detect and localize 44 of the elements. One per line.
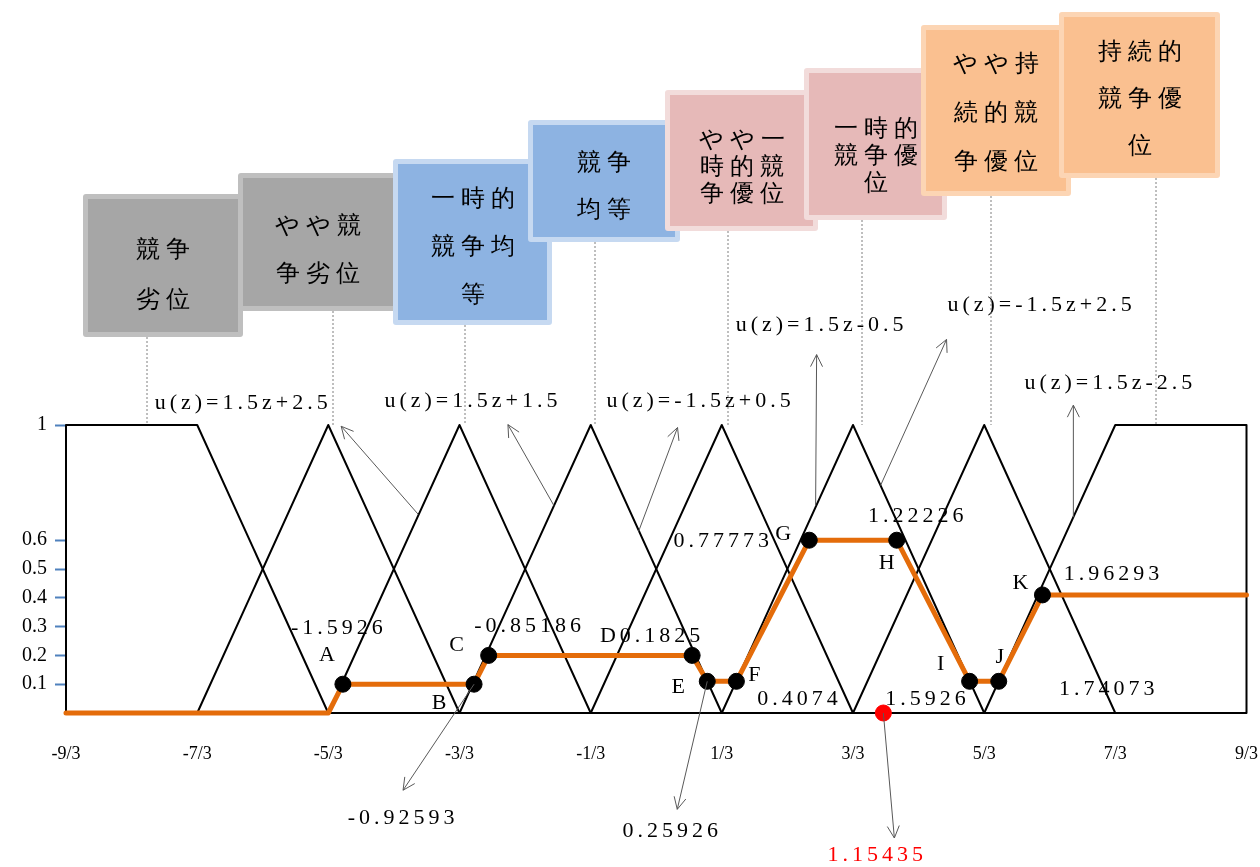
x-tick-label: -7/3 — [182, 742, 212, 763]
annotation: u(z)=1.5z+2.5 — [154, 389, 332, 415]
annotation: u(z)=1.5z-2.5 — [1024, 368, 1197, 394]
annotation: 1.5926 — [885, 685, 970, 711]
x-tick-label: -5/3 — [313, 742, 343, 763]
annotation: G — [775, 519, 796, 545]
y-tick-label: 0.1 — [22, 671, 47, 694]
y-tick-label: 0.6 — [22, 527, 47, 550]
annotation: E — [671, 673, 689, 699]
label-card: やや一時的競争優位 — [665, 90, 818, 231]
annotation: u(z)=-1.5z+2.5 — [947, 291, 1136, 317]
y-tick-label: 0.5 — [22, 556, 47, 579]
annotation: 0.77773 — [673, 526, 774, 552]
annotation: A — [318, 640, 339, 666]
annotation: u(z)=-1.5z+0.5 — [606, 387, 795, 413]
annotation: -0.92593 — [347, 803, 459, 829]
y-tick-label: 0.4 — [22, 585, 47, 608]
y-tick-label: 1 — [37, 412, 47, 435]
annotation: 1.15435 — [827, 840, 928, 866]
annotation: 1.96293 — [1063, 559, 1164, 585]
label-card: 持続的競争優位 — [1059, 12, 1220, 178]
annotation: K — [1012, 568, 1033, 594]
annotation: H — [878, 548, 899, 574]
annotation: F — [748, 661, 765, 687]
x-tick-label: 3/3 — [841, 742, 865, 763]
y-tick-label: 0.3 — [22, 613, 47, 636]
x-tick-label: 5/3 — [972, 742, 996, 763]
label-card: 競争劣位 — [83, 194, 243, 337]
label-card: 一時的競争均等 — [393, 159, 552, 325]
x-tick-label: 1/3 — [710, 742, 734, 763]
y-tick-label: 0.2 — [22, 642, 47, 665]
x-tick-label: -9/3 — [51, 742, 81, 763]
annotation: u(z)=1.5z-0.5 — [735, 311, 908, 337]
annotation: 0.4074 — [757, 685, 842, 711]
x-tick-label: 7/3 — [1103, 742, 1127, 763]
annotation: B — [431, 688, 451, 714]
x-tick-label: -1/3 — [576, 742, 606, 763]
annotation: J — [995, 643, 1009, 669]
annotation: I — [936, 650, 949, 676]
annotation: 0.25926 — [622, 817, 723, 843]
annotation: C — [449, 631, 468, 657]
x-tick-label: -3/3 — [445, 742, 474, 763]
x-tick-label: 9/3 — [1234, 742, 1259, 763]
annotation: u(z)=1.5z+1.5 — [384, 387, 562, 413]
